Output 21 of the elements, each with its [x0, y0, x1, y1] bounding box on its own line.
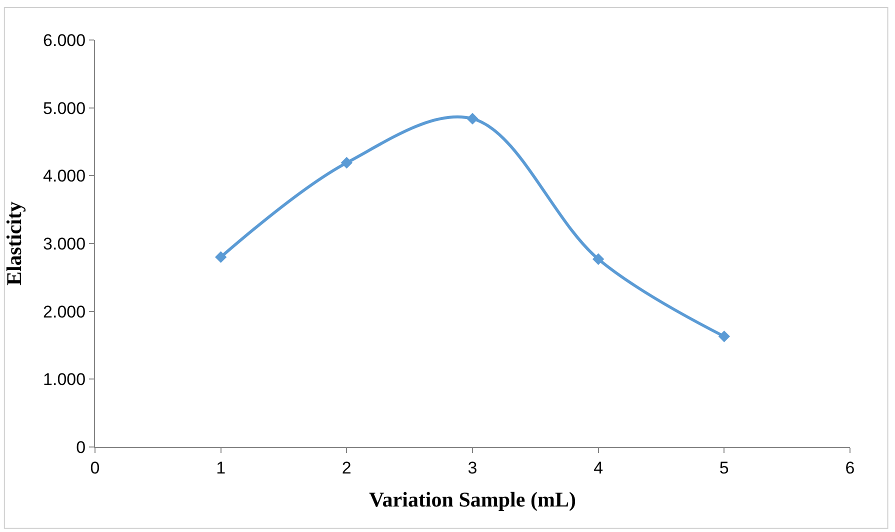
- y-tick-label: 1.000: [43, 370, 86, 390]
- x-axis-title: Variation Sample (mL): [369, 488, 576, 512]
- x-tick-label: 5: [719, 458, 729, 478]
- x-tick-label: 2: [342, 458, 352, 478]
- y-tick-label: 0: [76, 438, 86, 457]
- point: [340, 156, 353, 169]
- point: [592, 253, 604, 265]
- point: [718, 330, 730, 342]
- point: [214, 251, 227, 263]
- x-tick-label: 6: [845, 458, 855, 478]
- x-tick-label: 0: [90, 458, 100, 478]
- x-tick-label: 4: [594, 458, 604, 478]
- y-tick-label: 4.000: [43, 166, 86, 186]
- y-tick-label: 3.000: [43, 234, 86, 254]
- y-tick-label: 6.000: [43, 30, 86, 50]
- y-tick-label: 5.000: [43, 98, 86, 118]
- x-tick-label: 3: [468, 458, 478, 478]
- x-tick-label: 1: [216, 458, 226, 478]
- point: [466, 112, 478, 125]
- y-tick-label: 2.000: [43, 302, 86, 322]
- y-axis-title: Elasticity: [2, 201, 26, 286]
